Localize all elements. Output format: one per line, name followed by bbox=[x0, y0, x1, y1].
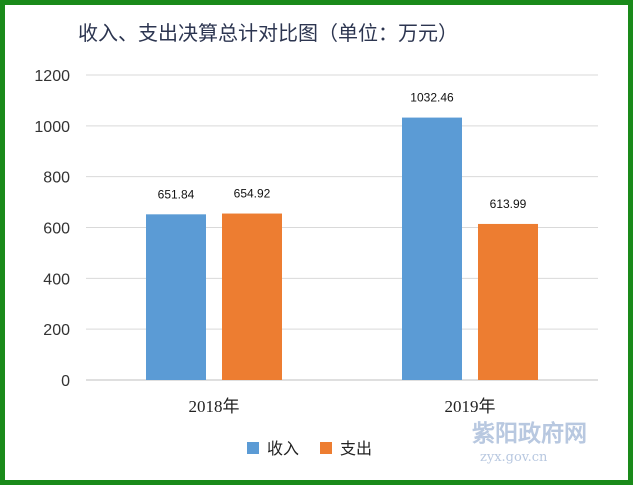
legend-label-收入: 收入 bbox=[267, 439, 299, 458]
bar-支出-2019年 bbox=[478, 223, 538, 380]
legend-swatch-支出 bbox=[320, 442, 332, 454]
legend: 收入 支出 bbox=[247, 439, 372, 458]
legend-label-支出: 支出 bbox=[340, 439, 372, 458]
watermark-logo-text: 紫阳政府网 bbox=[472, 420, 587, 447]
watermark: 紫阳政府网 zyx.gov.cn bbox=[472, 420, 587, 465]
y-axis-ticks: 0 200 400 600 800 1000 1200 bbox=[34, 68, 70, 390]
bars bbox=[146, 117, 538, 381]
data-label: 654.92 bbox=[234, 187, 271, 201]
bar-收入-2018年 bbox=[146, 214, 206, 380]
y-tick-label: 1200 bbox=[34, 68, 70, 85]
data-labels: 651.84 654.92 1032.46 613.99 bbox=[158, 91, 527, 211]
x-axis-categories: 2018年 2019年 bbox=[189, 397, 496, 416]
chart-title: 收入、支出决算总计对比图（单位：万元） bbox=[78, 21, 458, 45]
legend-swatch-收入 bbox=[247, 442, 259, 454]
bar-收入-2019年 bbox=[402, 117, 462, 381]
y-tick-label: 1000 bbox=[34, 119, 70, 136]
bar-支出-2018年 bbox=[222, 213, 282, 380]
y-tick-label: 200 bbox=[43, 322, 70, 339]
data-label: 613.99 bbox=[490, 197, 527, 211]
y-tick-label: 400 bbox=[43, 271, 70, 288]
watermark-url: zyx.gov.cn bbox=[480, 450, 548, 465]
data-label: 1032.46 bbox=[410, 91, 454, 105]
y-tick-label: 800 bbox=[43, 170, 70, 187]
data-label: 651.84 bbox=[158, 187, 195, 201]
x-category-label: 2019年 bbox=[445, 397, 496, 416]
y-tick-label: 0 bbox=[61, 373, 70, 390]
x-category-label: 2018年 bbox=[189, 397, 240, 416]
y-tick-label: 600 bbox=[43, 221, 70, 238]
